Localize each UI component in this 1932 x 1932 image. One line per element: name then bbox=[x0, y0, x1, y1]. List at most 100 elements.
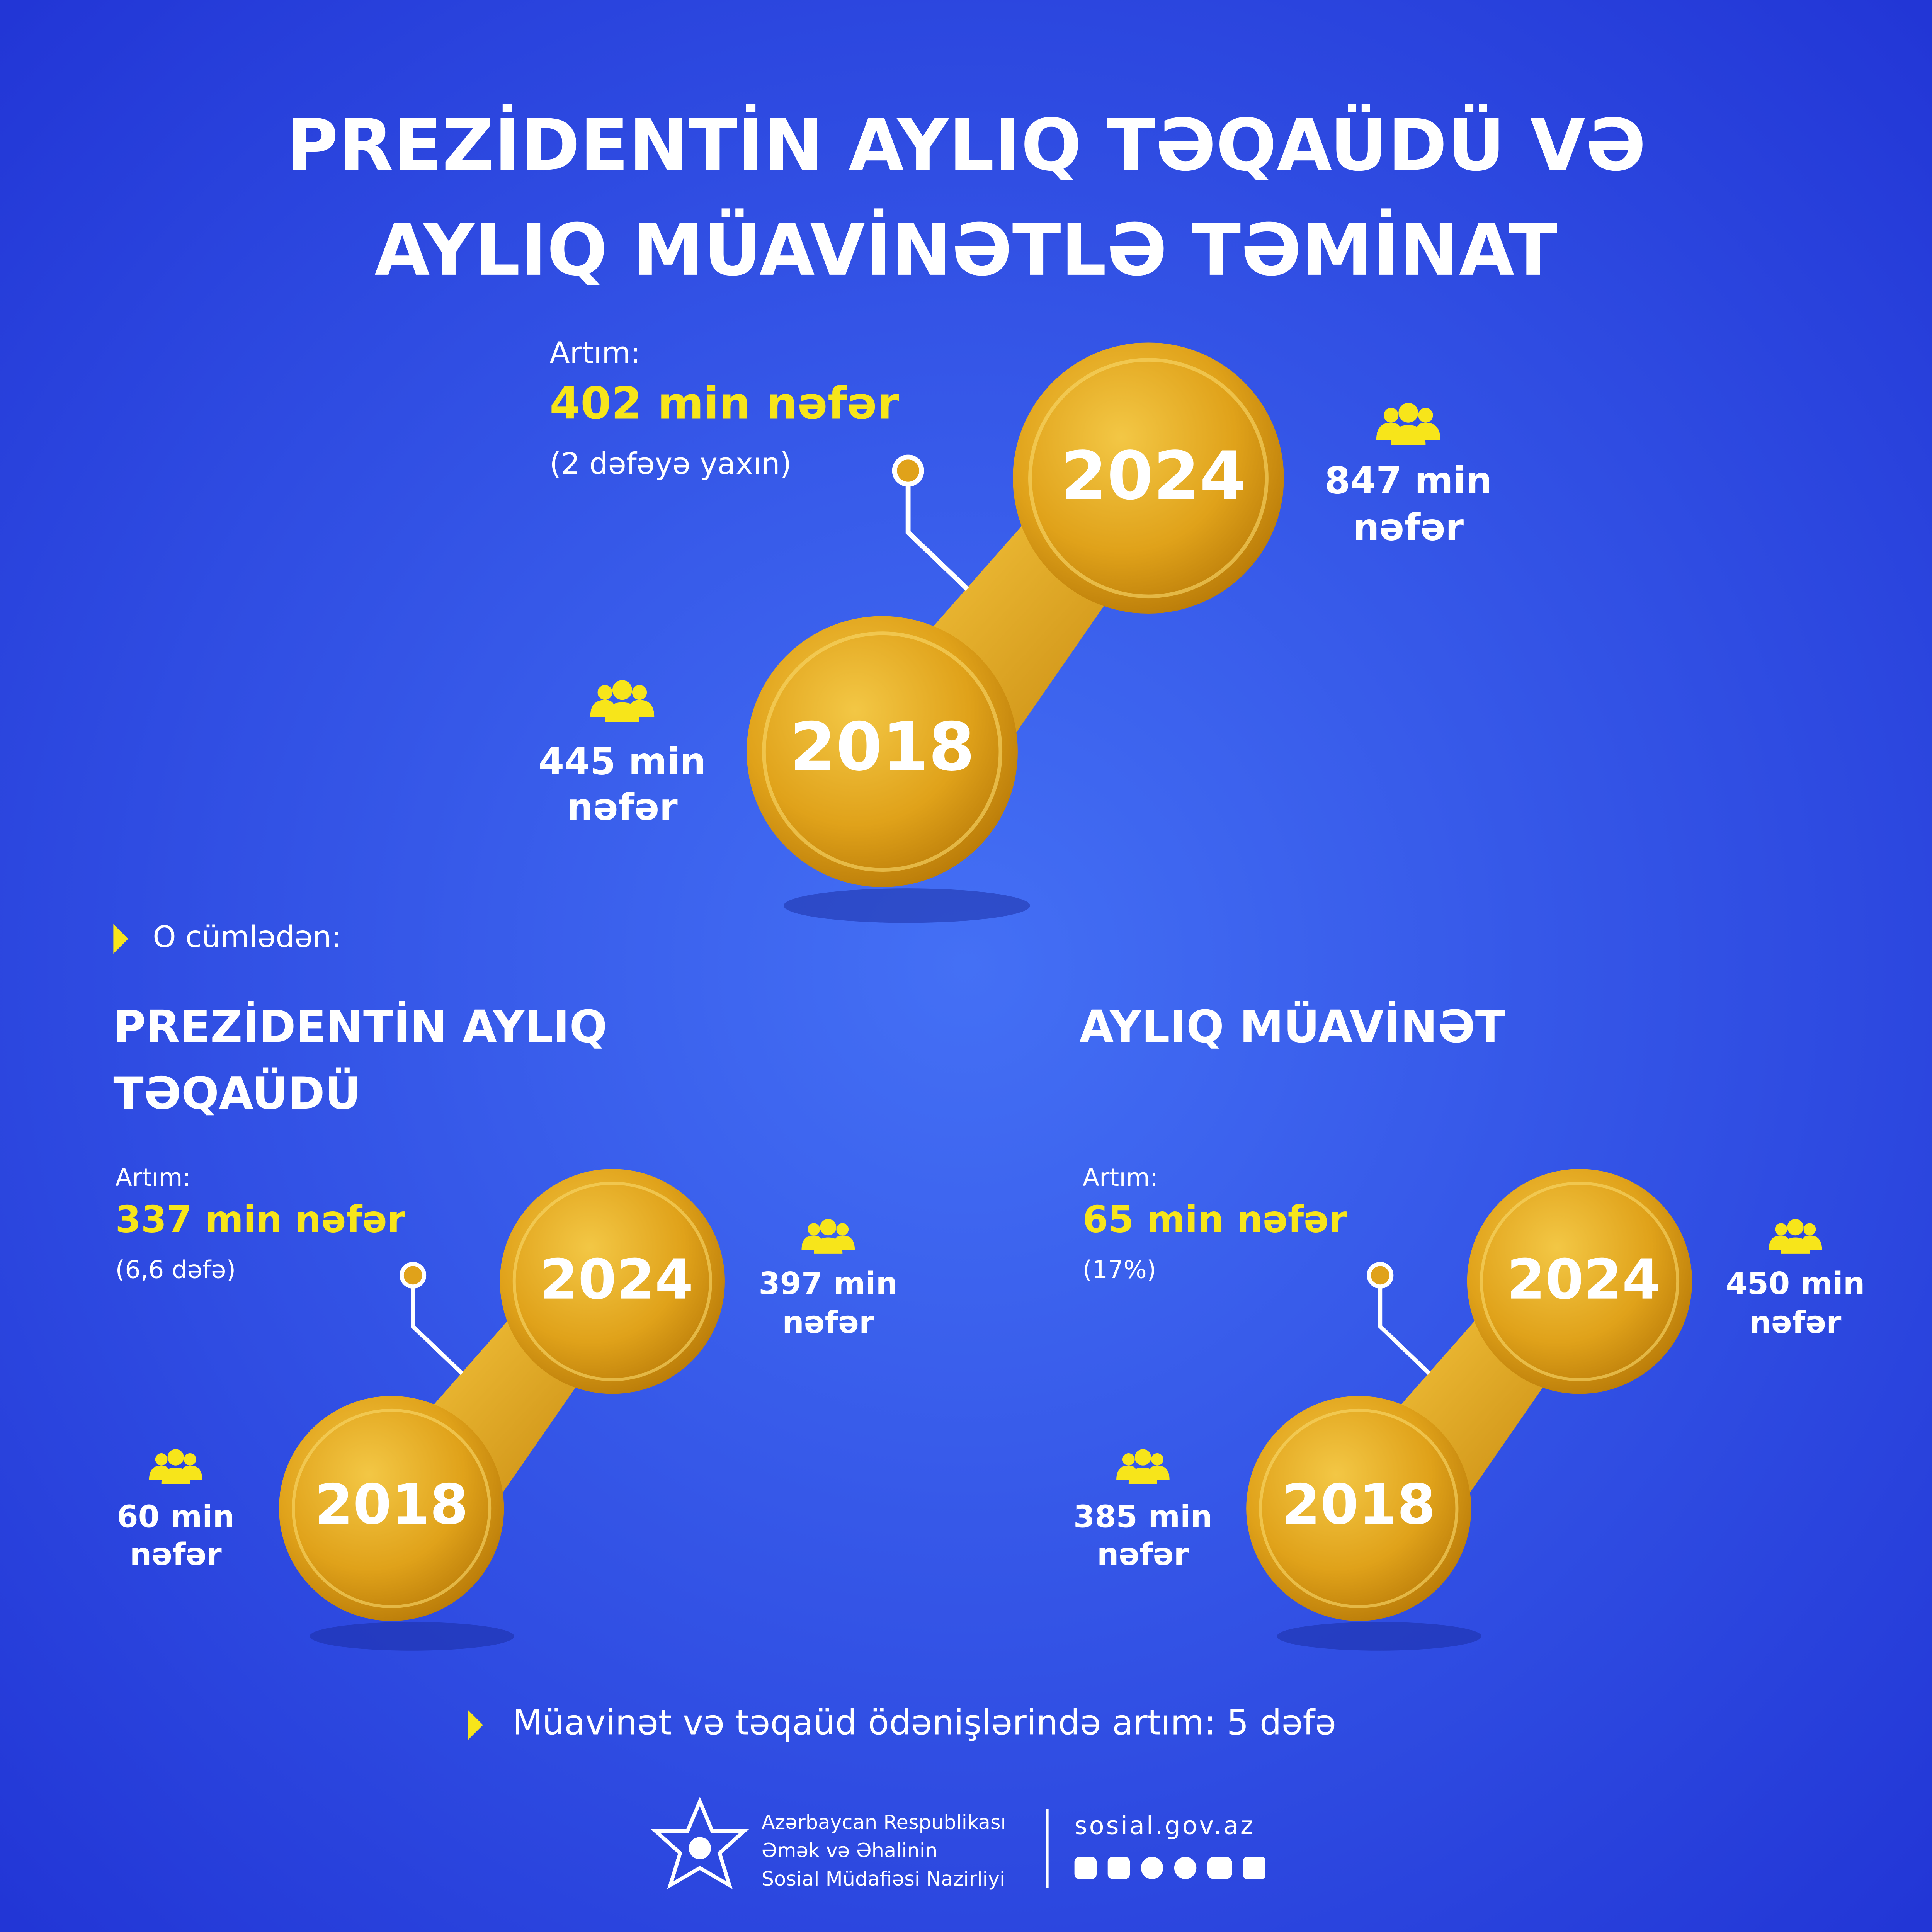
bullet bbox=[468, 1710, 483, 1740]
year: 2024 bbox=[1061, 437, 1246, 515]
year-bubble bbox=[1246, 1396, 1471, 1621]
section-title: AYLIQ MÜAVİNƏT bbox=[1079, 1001, 1505, 1053]
year: 2018 bbox=[790, 708, 975, 786]
bubble-shine bbox=[762, 631, 1003, 872]
bullet bbox=[113, 924, 128, 954]
logo bbox=[650, 1796, 749, 1889]
person bbox=[161, 1468, 190, 1484]
year-bubble bbox=[1013, 342, 1284, 614]
pointer-dot bbox=[1367, 1262, 1394, 1289]
person bbox=[1803, 1223, 1816, 1236]
count: nəfər bbox=[567, 785, 678, 828]
pointer-line bbox=[905, 483, 969, 591]
count: nəfər bbox=[1097, 1536, 1189, 1572]
year: 2024 bbox=[540, 1247, 694, 1312]
person bbox=[1781, 1237, 1810, 1254]
person bbox=[590, 700, 655, 717]
person bbox=[184, 1453, 196, 1466]
count: nəfər bbox=[1353, 506, 1464, 549]
increase: 65 min nəfər bbox=[1083, 1199, 1347, 1241]
count: 445 min bbox=[539, 740, 706, 783]
increase: 337 min nəfər bbox=[116, 1199, 405, 1241]
year: 2024 bbox=[1507, 1247, 1661, 1312]
social-icons bbox=[1074, 1857, 1265, 1879]
pointer-dot bbox=[400, 1262, 427, 1289]
pointer-line bbox=[411, 1285, 464, 1375]
person bbox=[836, 1223, 849, 1236]
section-title: PREZİDENTİN AYLIQ bbox=[113, 1001, 607, 1053]
count: 385 min bbox=[1073, 1498, 1213, 1534]
count: 397 min bbox=[759, 1265, 898, 1301]
increase-label: Artım: bbox=[549, 336, 640, 370]
comparison-group: 2024 2018 Artım: 402 min nəfər (2 dəfəyə yax… bbox=[539, 336, 1492, 923]
person bbox=[820, 1219, 837, 1236]
person bbox=[1376, 422, 1440, 440]
section-title: TƏQAÜDÜ bbox=[113, 1068, 361, 1119]
count: 450 min bbox=[1726, 1265, 1865, 1301]
pointer-dot bbox=[892, 454, 924, 487]
people-icon bbox=[590, 680, 655, 722]
year: 2018 bbox=[1282, 1472, 1435, 1537]
person bbox=[814, 1237, 843, 1254]
shadow bbox=[310, 1622, 514, 1651]
count: 847 min bbox=[1325, 459, 1492, 502]
title-line: PREZİDENTİN AYLIQ TƏQAÜDÜ VƏ bbox=[286, 103, 1646, 187]
footer-note: Müavinət və təqaüd ödənişlərində artım: … bbox=[513, 1703, 1336, 1743]
people-icon bbox=[1376, 403, 1440, 445]
bubble-shine bbox=[292, 1408, 492, 1608]
increase: 402 min nəfər bbox=[549, 378, 899, 430]
year-bubble bbox=[1467, 1169, 1692, 1394]
count: nəfər bbox=[1750, 1304, 1842, 1340]
ministry-line: Əmək və Əhalinin bbox=[762, 1840, 938, 1862]
bubble-shine bbox=[1259, 1408, 1459, 1608]
person bbox=[1769, 1235, 1822, 1250]
person bbox=[167, 1449, 184, 1466]
increase-note: (17%) bbox=[1083, 1255, 1156, 1284]
person bbox=[1787, 1219, 1804, 1236]
ministry-line: Sosial Müdafiəsi Nazirliyi bbox=[762, 1868, 1005, 1891]
comparison-group: 2024 2018 Artım: 337 min nəfər (6,6 dəfə) 397… bbox=[116, 1163, 898, 1651]
count: 60 min bbox=[117, 1498, 235, 1534]
person bbox=[1383, 408, 1399, 423]
bubble-shine bbox=[1028, 358, 1269, 599]
bubble-shine bbox=[512, 1182, 712, 1381]
people-icon bbox=[149, 1449, 202, 1484]
person bbox=[1398, 403, 1418, 423]
pointer-line bbox=[1378, 1285, 1431, 1375]
count: nəfər bbox=[782, 1304, 874, 1340]
year-bubble bbox=[500, 1169, 725, 1394]
shadow bbox=[784, 888, 1030, 923]
bubble-shine bbox=[1480, 1182, 1680, 1381]
person bbox=[612, 680, 632, 700]
person bbox=[632, 685, 647, 700]
person bbox=[1775, 1223, 1787, 1236]
person bbox=[808, 1223, 820, 1236]
person bbox=[149, 1465, 202, 1480]
increase-note: (2 dəfəyə yaxın) bbox=[549, 447, 791, 481]
including-label: O cümlədən: bbox=[153, 920, 341, 954]
person bbox=[1151, 1453, 1163, 1466]
year-bubble bbox=[279, 1396, 504, 1621]
website: sosial.gov.az bbox=[1075, 1812, 1255, 1840]
increase-label: Artım: bbox=[116, 1163, 191, 1192]
year: 2018 bbox=[315, 1472, 468, 1537]
ministry-line: Azərbaycan Respublikası bbox=[762, 1811, 1006, 1834]
person bbox=[801, 1235, 855, 1250]
people-icon bbox=[801, 1219, 855, 1254]
person bbox=[605, 702, 639, 722]
shadow bbox=[1277, 1622, 1481, 1651]
person bbox=[1122, 1453, 1135, 1466]
year-bubble bbox=[747, 616, 1018, 887]
person bbox=[1418, 408, 1433, 423]
count: nəfər bbox=[130, 1536, 222, 1572]
person bbox=[155, 1453, 168, 1466]
person bbox=[1128, 1468, 1157, 1484]
people-icon bbox=[1769, 1219, 1822, 1254]
person bbox=[1116, 1465, 1170, 1480]
person bbox=[1391, 425, 1426, 445]
title-line: AYLIQ MÜAVİNƏTLƏ TƏMİNAT bbox=[374, 208, 1558, 292]
person bbox=[1134, 1449, 1151, 1466]
